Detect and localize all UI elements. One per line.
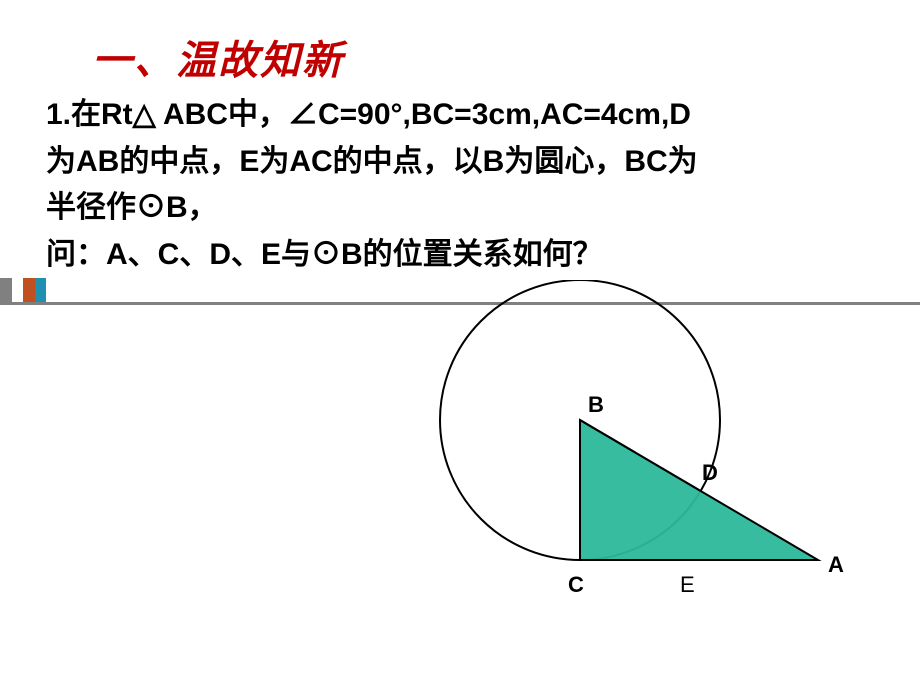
point-label-b: B — [588, 392, 604, 418]
problem-line-1: 1.在Rt△ ABC中，∠C=90°,BC=3cm,AC=4cm,D — [46, 98, 691, 131]
problem-line-4: 问：A、C、D、E与⊙B的位置关系如何？ — [46, 238, 603, 271]
section-title: 一、温故知新 — [92, 28, 344, 86]
decor-cell-4 — [35, 278, 47, 302]
decor-cell-1 — [0, 278, 12, 302]
point-label-c: C — [568, 572, 584, 598]
point-label-e: E — [680, 572, 695, 598]
point-label-a: A — [828, 552, 844, 578]
decor-squares — [0, 278, 46, 302]
point-label-d: D — [702, 460, 718, 486]
problem-line-3: 半径作⊙B， — [46, 191, 218, 224]
problem-statement: 1.在Rt△ ABC中，∠C=90°,BC=3cm,AC=4cm,D 为AB的中… — [46, 92, 876, 278]
decor-cell-3 — [23, 278, 35, 302]
problem-line-2: 为AB的中点，E为AC的中点，以B为圆心，BC为 — [46, 145, 698, 178]
geometry-diagram: B C A D E — [380, 280, 860, 660]
decor-cell-2 — [12, 278, 24, 302]
